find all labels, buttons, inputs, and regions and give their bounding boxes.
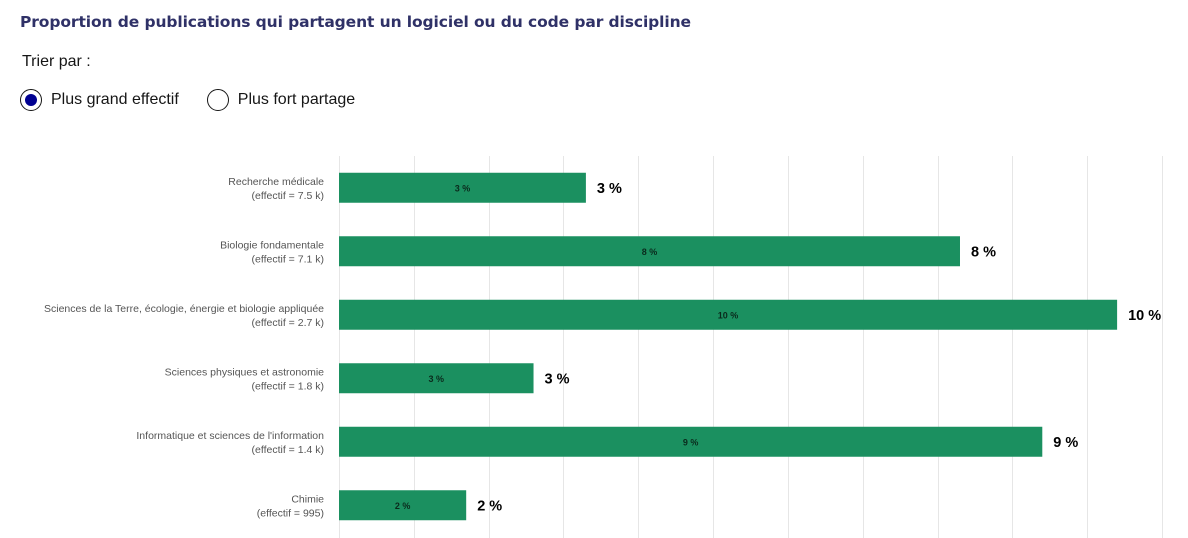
- bar-value-label: 3 %: [545, 371, 570, 387]
- sort-label: Trier par :: [22, 53, 91, 70]
- category-label: Sciences de la Terre, écologie, énergie …: [44, 303, 324, 315]
- sort-radio-group: Plus grand effectif Plus fort partage: [20, 89, 383, 111]
- bar-inner-label: 3 %: [455, 183, 471, 193]
- sort-option-effectif[interactable]: Plus grand effectif: [20, 89, 179, 111]
- category-label: Informatique et sciences de l'informatio…: [136, 430, 324, 442]
- bar-inner-label: 9 %: [683, 437, 699, 447]
- bar-inner-label: 2 %: [395, 501, 411, 511]
- category-sublabel: (effectif = 7.5 k): [252, 190, 324, 202]
- sort-option-label: Plus fort partage: [237, 91, 356, 108]
- bar: [339, 172, 586, 203]
- category-sublabel: (effectif = 1.8 k): [252, 380, 324, 392]
- chart-title: Proportion de publications qui partagent…: [20, 13, 691, 31]
- category-label: Sciences physiques et astronomie: [165, 366, 324, 378]
- bar: [339, 490, 467, 521]
- category-sublabel: (effectif = 7.1 k): [252, 253, 324, 265]
- radio-unchecked-icon[interactable]: [206, 89, 229, 111]
- bar-inner-label: 8 %: [642, 247, 658, 257]
- bar: [339, 236, 960, 267]
- category-sublabel: (effectif = 2.7 k): [252, 317, 324, 329]
- bar-inner-label: 10 %: [718, 310, 739, 320]
- bar: [339, 426, 1043, 457]
- category-label: Biologie fondamentale: [220, 239, 324, 251]
- category-label: Chimie: [291, 493, 324, 505]
- bar-value-label: 3 %: [597, 181, 622, 197]
- category-sublabel: (effectif = 1.4 k): [252, 444, 324, 456]
- bar-inner-label: 3 %: [429, 374, 445, 384]
- category-label: Recherche médicale: [228, 176, 324, 188]
- bar: [339, 363, 534, 394]
- bar-value-label: 2 %: [477, 498, 502, 514]
- bar-value-label: 10 %: [1128, 308, 1161, 324]
- sort-option-partage[interactable]: Plus fort partage: [206, 89, 356, 111]
- category-sublabel: (effectif = 995): [257, 507, 324, 519]
- bar-value-label: 8 %: [971, 244, 996, 260]
- bar: [339, 299, 1118, 330]
- sort-option-label: Plus grand effectif: [51, 91, 179, 108]
- bar-value-label: 9 %: [1053, 435, 1078, 451]
- radio-checked-icon[interactable]: [20, 89, 42, 111]
